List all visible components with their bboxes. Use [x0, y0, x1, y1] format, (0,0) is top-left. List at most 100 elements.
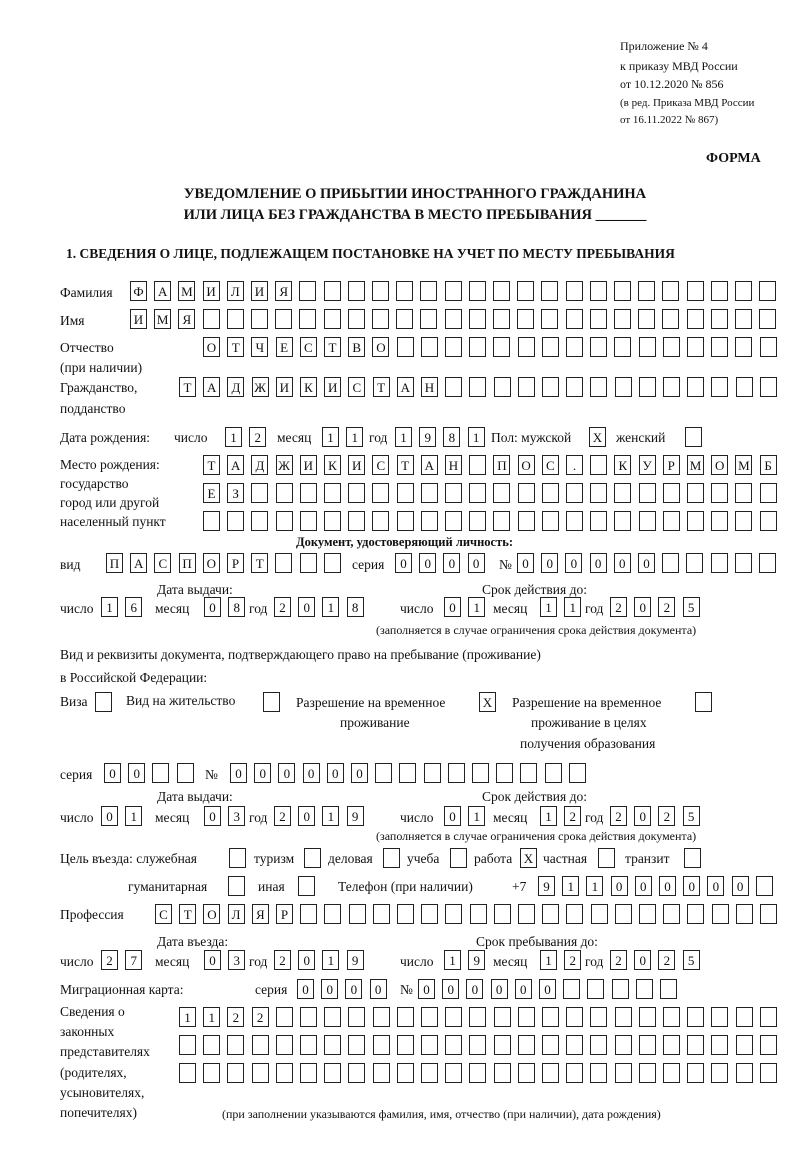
- birthplace-1-cell[interactable]: И: [299, 455, 317, 475]
- profession-cell[interactable]: [300, 904, 318, 924]
- reps-3-cell[interactable]: [735, 1063, 753, 1083]
- patronymic-cell[interactable]: [420, 337, 438, 357]
- until-day-cell[interactable]: 1: [444, 950, 461, 970]
- birthplace-1-cell[interactable]: Т: [203, 455, 220, 475]
- birthplace-2-cell[interactable]: [662, 483, 680, 503]
- birthplace-2-cell[interactable]: [735, 483, 753, 503]
- reps-3-cell[interactable]: [275, 1063, 293, 1083]
- phone-cell[interactable]: 0: [731, 876, 749, 896]
- reps-3-cell[interactable]: [300, 1063, 317, 1083]
- reps-2-cell[interactable]: [493, 1035, 511, 1055]
- name-cell[interactable]: [468, 309, 486, 329]
- citizenship-cell[interactable]: [517, 377, 535, 397]
- patronymic-cell[interactable]: [566, 337, 583, 357]
- name-cell[interactable]: Я: [178, 309, 196, 329]
- name-cell[interactable]: [565, 309, 583, 329]
- mc-number-cell[interactable]: 0: [442, 979, 460, 999]
- birthplace-1-cell[interactable]: К: [324, 455, 341, 475]
- sex-male-checkbox[interactable]: X: [589, 427, 606, 447]
- stay-number-cell[interactable]: [568, 763, 586, 783]
- stay-series-cell[interactable]: [152, 763, 170, 783]
- doc-kind-cell[interactable]: [275, 553, 293, 573]
- doc-valid-month-cell[interactable]: 1: [540, 597, 557, 617]
- doc-valid-year-cell[interactable]: 2: [610, 597, 627, 617]
- reps-1-cell[interactable]: [493, 1007, 511, 1027]
- entry-day-cell[interactable]: 7: [125, 950, 143, 970]
- birthplace-3-cell[interactable]: [517, 511, 535, 531]
- reps-1-cell[interactable]: [275, 1007, 293, 1027]
- surname-cell[interactable]: [565, 281, 583, 301]
- patronymic-cell[interactable]: В: [348, 337, 366, 357]
- reps-2-cell[interactable]: [421, 1035, 438, 1055]
- name-cell[interactable]: [589, 309, 607, 329]
- phone-cell[interactable]: 0: [634, 876, 652, 896]
- surname-cell[interactable]: [347, 281, 365, 301]
- birthplace-2-cell[interactable]: [324, 483, 341, 503]
- birthplace-3-cell[interactable]: [203, 511, 220, 531]
- birthplace-1-cell[interactable]: Ж: [275, 455, 293, 475]
- profession-cell[interactable]: [445, 904, 463, 924]
- reps-2-cell[interactable]: [663, 1035, 680, 1055]
- reps-1-cell[interactable]: [469, 1007, 487, 1027]
- birthplace-3-cell[interactable]: [614, 511, 632, 531]
- patronymic-cell[interactable]: [759, 337, 777, 357]
- birth-day-cell[interactable]: 1: [225, 427, 242, 447]
- profession-cell[interactable]: [397, 904, 414, 924]
- birthplace-1-cell[interactable]: С: [541, 455, 559, 475]
- phone-cell[interactable]: 0: [683, 876, 701, 896]
- birthplace-3-cell[interactable]: [493, 511, 511, 531]
- birthplace-1-cell[interactable]: М: [687, 455, 704, 475]
- birthplace-1-cell[interactable]: [590, 455, 608, 475]
- stay-number-cell[interactable]: [447, 763, 465, 783]
- citizenship-cell[interactable]: [759, 377, 777, 397]
- stay-number-cell[interactable]: [472, 763, 489, 783]
- surname-cell[interactable]: [735, 281, 752, 301]
- doc-kind-cell[interactable]: [323, 553, 341, 573]
- entry-year-cell[interactable]: 9: [346, 950, 364, 970]
- mc-number-cell[interactable]: [563, 979, 581, 999]
- surname-cell[interactable]: [614, 281, 631, 301]
- name-cell[interactable]: [251, 309, 268, 329]
- p-service-checkbox[interactable]: [229, 848, 246, 868]
- reps-1-cell[interactable]: [663, 1007, 680, 1027]
- reps-2-cell[interactable]: [179, 1035, 196, 1055]
- birthplace-3-cell[interactable]: [227, 511, 245, 531]
- reps-3-cell[interactable]: [517, 1063, 535, 1083]
- stay-number-cell[interactable]: [520, 763, 538, 783]
- birthplace-2-cell[interactable]: [396, 483, 414, 503]
- reps-3-cell[interactable]: [590, 1063, 608, 1083]
- doc-issue-year-cell[interactable]: 1: [322, 597, 340, 617]
- surname-cell[interactable]: [493, 281, 510, 301]
- stay-number-cell[interactable]: 0: [254, 763, 272, 783]
- stay-number-cell[interactable]: 0: [326, 763, 344, 783]
- patronymic-cell[interactable]: [662, 337, 680, 357]
- until-day-cell[interactable]: 9: [468, 950, 486, 970]
- stay-valid-year-cell[interactable]: 0: [634, 806, 652, 826]
- birthplace-1-cell[interactable]: К: [614, 455, 632, 475]
- doc-number-cell[interactable]: 0: [638, 553, 655, 573]
- reps-3-cell[interactable]: [638, 1063, 656, 1083]
- profession-cell[interactable]: [469, 904, 487, 924]
- birthplace-2-cell[interactable]: [541, 483, 559, 503]
- reps-3-cell[interactable]: [566, 1063, 584, 1083]
- mc-number-cell[interactable]: 0: [539, 979, 556, 999]
- residence-checkbox[interactable]: [263, 692, 280, 712]
- visa-checkbox[interactable]: [95, 692, 112, 712]
- profession-cell[interactable]: [735, 904, 753, 924]
- doc-number-cell[interactable]: [710, 553, 728, 573]
- surname-cell[interactable]: [323, 281, 341, 301]
- doc-kind-cell[interactable]: Т: [251, 553, 269, 573]
- birthplace-3-cell[interactable]: [541, 511, 559, 531]
- reps-2-cell[interactable]: [590, 1035, 608, 1055]
- doc-number-cell[interactable]: 0: [565, 553, 583, 573]
- patronymic-cell[interactable]: [541, 337, 559, 357]
- citizenship-cell[interactable]: А: [396, 377, 414, 397]
- doc-number-cell[interactable]: [734, 553, 752, 573]
- patronymic-cell[interactable]: [711, 337, 729, 357]
- surname-cell[interactable]: [541, 281, 559, 301]
- stay-series-cell[interactable]: [176, 763, 194, 783]
- stay-number-cell[interactable]: 0: [351, 763, 368, 783]
- citizenship-cell[interactable]: [614, 377, 632, 397]
- patronymic-cell[interactable]: [614, 337, 632, 357]
- phone-cell[interactable]: 0: [659, 876, 676, 896]
